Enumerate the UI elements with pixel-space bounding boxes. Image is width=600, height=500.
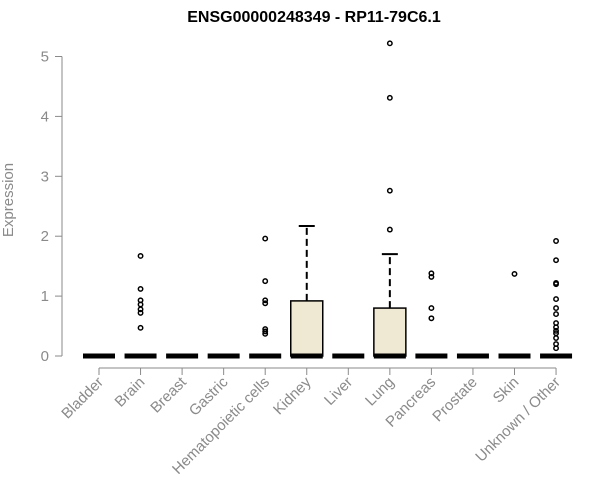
- outlier-point: [262, 235, 269, 242]
- outlier-point: [386, 226, 393, 233]
- x-tick-label: Breast: [147, 373, 190, 416]
- box-hematopoietic-cells: [249, 235, 282, 359]
- x-tick-label: Bladder: [58, 374, 107, 423]
- outlier-point: [137, 253, 144, 259]
- outlier-point: [553, 335, 559, 341]
- outlier-point: [553, 238, 559, 244]
- outlier-point: [428, 273, 435, 280]
- y-tick-label: 3: [41, 168, 49, 185]
- outlier-point: [262, 300, 269, 307]
- y-axis-label: Expression: [0, 163, 17, 237]
- x-tick-label: Lung: [362, 374, 398, 410]
- chart-title: ENSG00000248349 - RP11-79C6.1: [187, 9, 441, 26]
- outlier-point: [553, 345, 559, 352]
- outlier-point: [386, 187, 393, 194]
- boxes-group: [83, 40, 573, 359]
- y-tick-label: 4: [41, 108, 49, 125]
- y-tick-label: 2: [41, 228, 49, 245]
- box-iqr: [290, 300, 324, 357]
- outlier-point: [428, 315, 435, 322]
- outlier-point: [386, 40, 393, 47]
- outlier-point: [137, 306, 144, 313]
- outlier-point: [262, 297, 269, 304]
- box-unknown-other: [540, 238, 573, 359]
- x-tick-label: Prostate: [429, 374, 481, 426]
- outlier-point: [553, 257, 559, 264]
- x-tick-label: Brain: [112, 374, 149, 411]
- outlier-point: [511, 270, 518, 277]
- outlier-point: [386, 94, 393, 101]
- outlier-point: [262, 278, 269, 285]
- box-brain: [124, 253, 157, 359]
- outlier-point: [137, 301, 144, 308]
- y-tick-label: 5: [41, 49, 49, 66]
- box-iqr: [373, 307, 407, 357]
- box-pancreas: [415, 270, 448, 359]
- outlier-point: [553, 311, 559, 318]
- outlier-point: [428, 270, 435, 277]
- outlier-point: [553, 305, 559, 312]
- outlier-point: [428, 305, 435, 312]
- outlier-point: [553, 324, 559, 331]
- x-tick-label: Skin: [490, 374, 523, 407]
- outlier-point: [137, 285, 144, 292]
- box-kidney: [290, 225, 324, 359]
- outlier-point: [553, 327, 559, 334]
- y-tick-label: 1: [41, 288, 49, 305]
- outlier-point: [137, 309, 144, 316]
- box-lung: [373, 40, 407, 359]
- outlier-point: [137, 324, 144, 331]
- outlier-point: [553, 281, 559, 288]
- x-tick-label: Kidney: [270, 373, 315, 418]
- y-axis: 0 1 2 3 4 5: [41, 49, 63, 365]
- outlier-point: [262, 328, 269, 335]
- outlier-point: [553, 296, 559, 303]
- box-skin: [498, 270, 531, 359]
- y-tick-label: 0: [41, 348, 49, 365]
- outlier-point: [262, 330, 269, 337]
- x-tick-label: Liver: [321, 374, 356, 409]
